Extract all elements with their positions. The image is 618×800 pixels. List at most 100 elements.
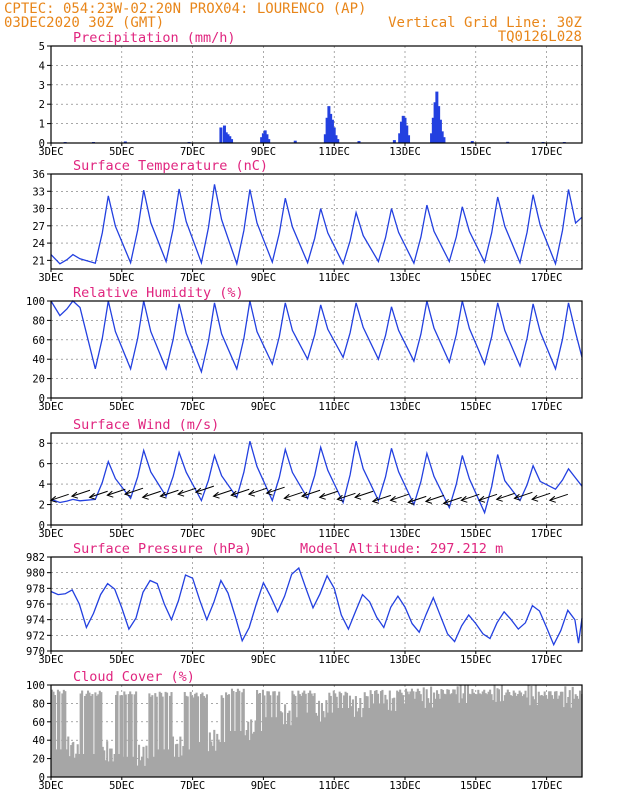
cloud-bar [399,689,402,777]
y-tick-label: 982 [26,552,45,564]
wind-vector [514,491,533,499]
cloud-bar [127,694,130,777]
cloud-bar [307,692,310,777]
cloud-bar [455,694,458,777]
cloud-bar [341,708,344,777]
precip-bar [224,132,228,143]
cloud-bar [229,731,232,777]
x-tick-label: 9DEC [251,272,276,284]
x-tick-label: 7DEC [180,654,205,666]
cloud-bar [527,685,530,777]
cloud-bar [230,688,234,777]
cloud-bar [405,688,408,777]
cloud-bar [570,707,573,777]
cloud-bar [123,691,126,777]
cloud-bar [251,733,254,777]
cloud-bar [387,709,390,777]
cloud-bar [469,694,472,777]
wind-arrowhead [123,489,132,497]
cloud-bar [539,695,542,777]
wind-arrowhead [336,494,344,502]
cloud-bar [248,740,251,777]
cloud-bar [270,717,273,777]
precip-bar [435,91,439,143]
cloud-bar [481,691,484,777]
cloud-bar [348,695,352,777]
wind-arrowhead [247,489,256,497]
precip-bar [228,136,232,143]
x-tick-label: 11DEC [318,146,350,158]
cloud-bar [564,686,567,777]
cloud-bar [571,686,574,777]
x-tick-label: 13DEC [389,528,421,540]
cloud-bar [149,696,152,777]
grid-note: Vertical Grid Line: 30Z [388,15,582,31]
cloud-bar [440,689,443,777]
cloud-bar [121,756,124,777]
cloud-bar [82,754,85,777]
cloud-bar [145,745,148,777]
y-tick-label: 978 [26,583,45,595]
cloud-bar [276,695,279,777]
cloud-bar [155,696,158,777]
panel-precip: 0 1 2 3 4 5 3DEC 5DEC 7DEC 9DEC 11DEC 13DEC 15DEC 17D… [38,30,583,158]
y-tick-label: 20 [32,754,45,766]
cloud-bar [368,708,371,777]
cloud-bar [291,690,294,777]
cloud-bar [378,703,381,777]
cloud-bar [213,729,216,777]
cloud-bar [174,744,177,777]
cloud-bar [272,691,275,777]
cloud-bar [140,756,144,777]
cloud-bar [400,692,403,777]
precip-bar [403,117,407,143]
cloud-bar [343,695,346,777]
wind-arrowhead [194,487,202,495]
cloud-bar [273,691,276,777]
cloud-bar [466,685,470,777]
cloud-bar [496,688,499,777]
cloud-bar [195,692,198,777]
cloud-bar [104,760,107,777]
cloud-bar [462,693,465,777]
cloud-bar [245,730,248,777]
cloud-bar [116,691,119,777]
cloud-bar [568,690,571,777]
cloud-bar [477,689,480,777]
cloud-bar [177,756,180,777]
precip-bar [323,134,327,143]
x-tick-label: 11DEC [318,654,350,666]
cloud-bar [100,692,103,777]
wind-vector [425,494,445,502]
panel-title-temp: Surface Temperature (nC) [73,158,268,174]
cloud-bar [199,694,203,777]
cloud-bar [81,690,84,777]
cloud-bar [433,692,436,777]
x-tick-label: 3DEC [38,654,63,666]
cloud-bar [151,695,154,777]
cloud-bar [410,688,413,777]
x-tick-label: 5DEC [109,401,134,413]
precip-bar [401,115,405,143]
cloud-bar [362,708,365,777]
wind-vector [301,489,321,497]
wind-vector [531,492,551,500]
wind-vector [478,493,498,501]
model-altitude: Model Altitude: 297.212 m [300,541,503,557]
cloud-bar [434,698,437,777]
cloud-bar [254,720,257,777]
x-tick-label: 15DEC [460,780,492,792]
cloud-bar [217,739,220,777]
cloud-bar [101,746,104,777]
cloud-bar [84,696,87,777]
wind-vector [177,487,197,495]
y-tick-label: 100 [26,680,45,692]
cloud-bar [453,689,456,777]
cloud-bar [407,694,411,777]
cloud-bar [64,691,67,777]
cloud-bar [244,735,247,777]
precip-bar [222,125,226,143]
x-tick-label: 9DEC [251,528,276,540]
cloud-bar [186,696,189,777]
cloud-bar [546,698,549,777]
